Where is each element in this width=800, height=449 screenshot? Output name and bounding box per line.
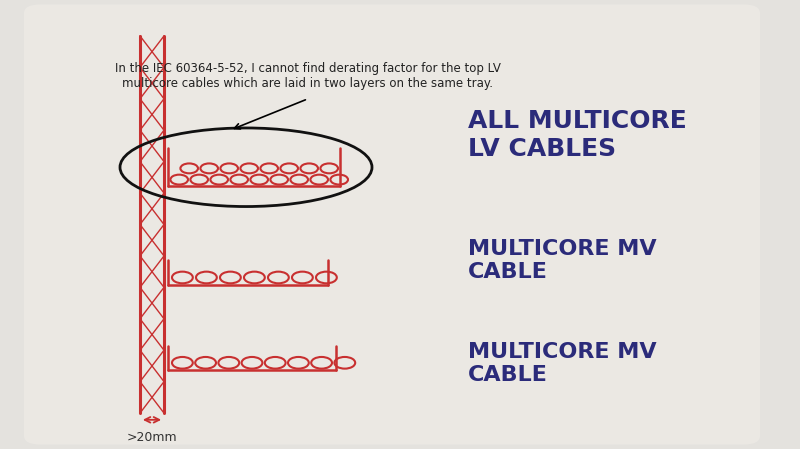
- Text: MULTICORE MV
CABLE: MULTICORE MV CABLE: [468, 342, 657, 385]
- Text: >20mm: >20mm: [126, 431, 178, 444]
- Text: MULTICORE MV
CABLE: MULTICORE MV CABLE: [468, 239, 657, 282]
- Text: ALL MULTICORE
LV CABLES: ALL MULTICORE LV CABLES: [468, 109, 686, 161]
- FancyBboxPatch shape: [24, 4, 760, 445]
- Text: In the IEC 60364-5-52, I cannot find derating factor for the top LV
multicore ca: In the IEC 60364-5-52, I cannot find der…: [115, 62, 501, 90]
